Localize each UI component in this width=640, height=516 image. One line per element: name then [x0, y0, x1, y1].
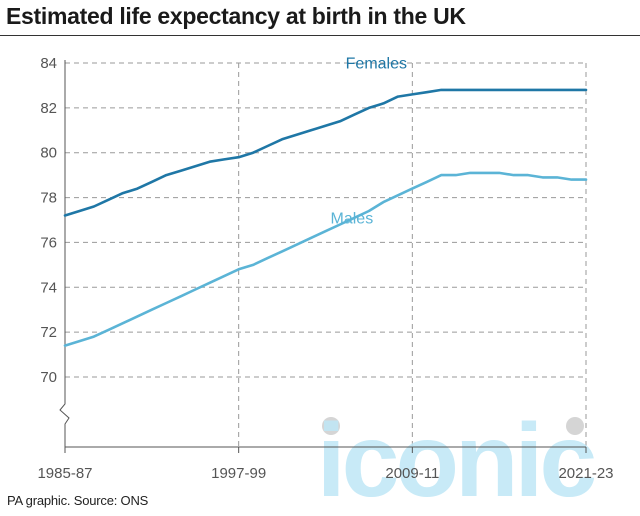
title-divider: [0, 35, 640, 36]
series-line-females: [63, 88, 588, 217]
y-tick-label: 80: [40, 145, 57, 162]
y-tick-label: 76: [40, 234, 57, 251]
x-tick-label: 1985-87: [37, 465, 92, 482]
y-tick-label: 78: [40, 190, 57, 207]
y-tick-label: 82: [40, 100, 57, 117]
series-lines: Females Males: [63, 55, 588, 347]
x-tick-label: 2021-23: [558, 465, 613, 482]
watermark-dot-right: [566, 417, 584, 435]
y-tick-label: 72: [40, 324, 57, 341]
watermark-text: iconic: [317, 403, 595, 516]
iconic-watermark: iconic: [317, 403, 599, 516]
watermark-dot-left: [322, 417, 340, 435]
tick-labels: 70 72 74 76 78 80 82 84 1985-87 1997-99 2009-11 202…: [37, 55, 613, 482]
axes: [59, 60, 587, 453]
chart-title: Estimated life expectancy at birth in th…: [6, 3, 466, 29]
x-tick-label: 1997-99: [211, 465, 266, 482]
series-line-males: [63, 171, 588, 347]
series-label-males: Males: [331, 210, 374, 227]
y-tick-label: 74: [40, 279, 57, 296]
source-note: PA graphic. Source: ONS: [7, 493, 149, 508]
x-tick-label: 2009-11: [385, 465, 439, 482]
grid-lines: [65, 62, 587, 447]
series-label-females: Females: [346, 55, 407, 72]
y-tick-label: 84: [40, 55, 57, 72]
y-axis: [59, 60, 70, 447]
y-tick-label: 70: [40, 369, 57, 386]
